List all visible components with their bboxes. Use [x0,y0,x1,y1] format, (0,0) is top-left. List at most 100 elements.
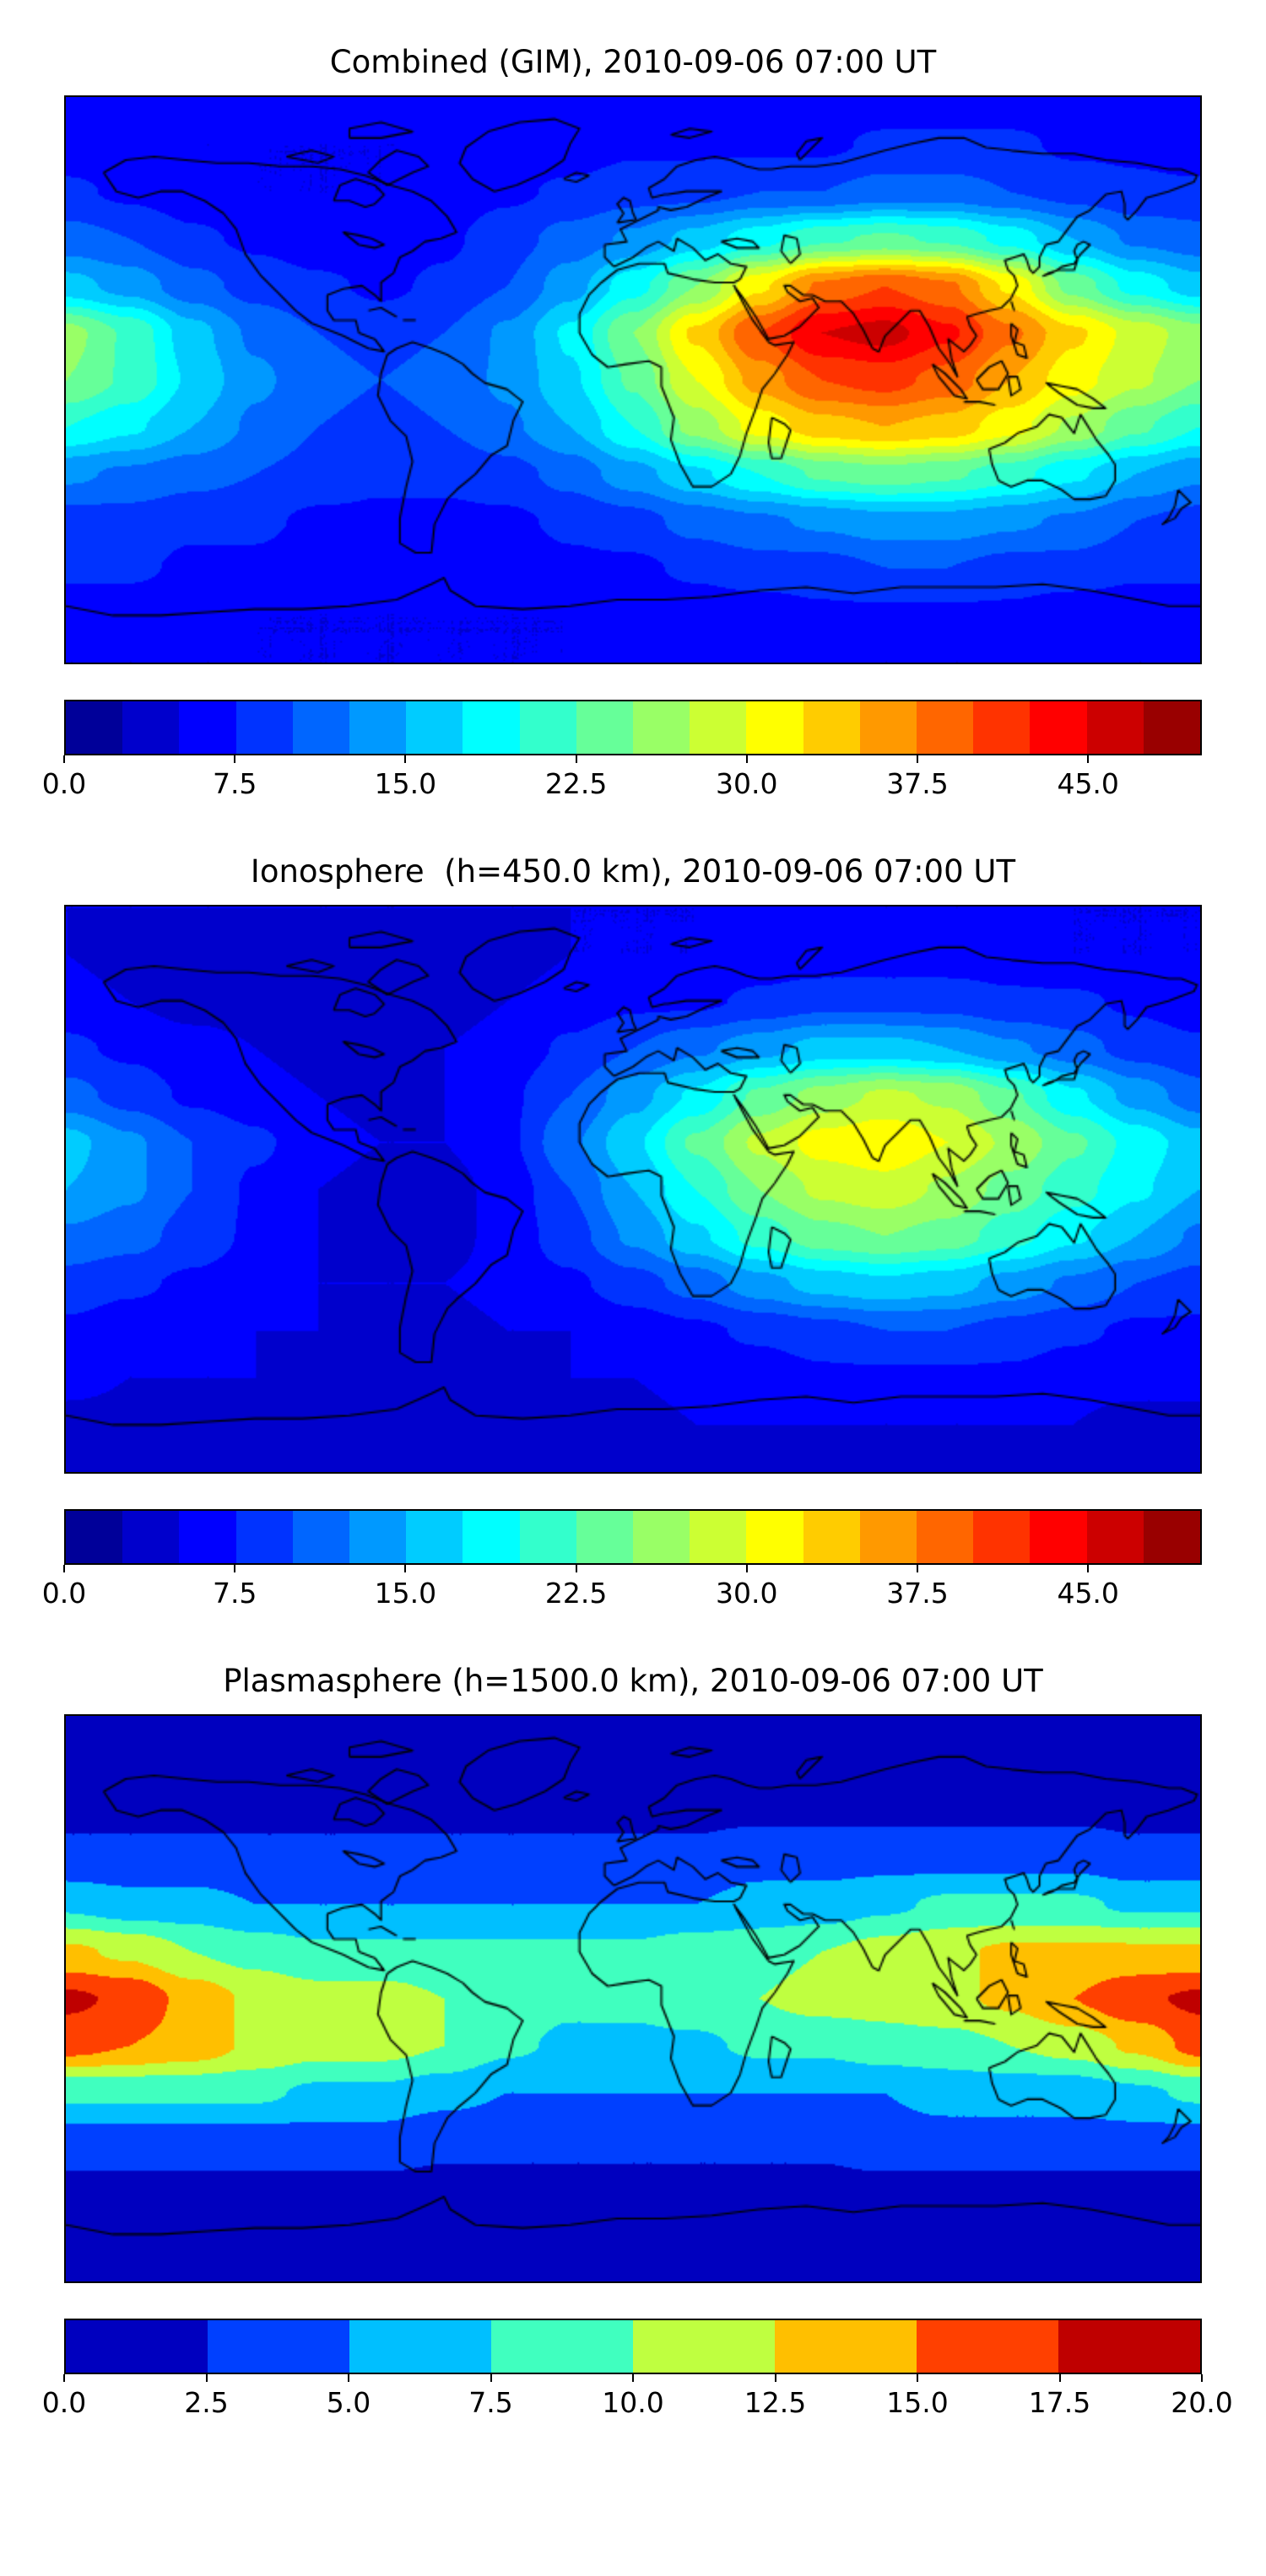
colorbar-tick [63,1565,65,1572]
colorbar-segment [122,1511,180,1563]
colorbar-segment [973,1511,1031,1563]
colorbar-ticks-ionosphere: 0.0 7.5 15.0 22.5 30.0 37.5 45.0 [42,1565,1202,1619]
colorbar-tick-label: 2.5 [184,2386,229,2419]
colorbar-segment [859,1511,917,1563]
colorbar-segment [633,1511,690,1563]
colorbar-tick [205,2374,208,2382]
colorbar-segment [463,1511,520,1563]
colorbar-tick-label: 30.0 [716,1577,778,1610]
colorbar-segment [917,701,974,754]
colorbar-segment [122,701,180,754]
colorbar-segment [775,2320,917,2373]
colorbar-segment [1086,701,1144,754]
colorbar-tick-label: 15.0 [374,1577,437,1610]
colorbar-segment [859,701,917,754]
figure-combined-gim: Combined (GIM), 2010-09-06 07:00 UT 0.0 7… [42,44,1202,809]
colorbar-tick [575,755,577,763]
colorbar-segment [66,1511,123,1563]
colorbar-ionosphere [64,1509,1202,1565]
colorbar-tick [234,1565,236,1572]
colorbar-tick-label: 12.5 [744,2386,807,2419]
colorbar-segment [1086,1511,1144,1563]
colorbar-tick [63,2374,65,2382]
colorbar-tick [404,1565,407,1572]
colorbar-tick [490,2374,492,2382]
colorbar-tick-label: 37.5 [886,1577,949,1610]
figure-plasmasphere: Plasmasphere (h=1500.0 km), 2010-09-06 0… [42,1663,1233,2428]
colorbar-segment [1143,1511,1201,1563]
colorbar-segment [463,701,520,754]
colorbar-segment [66,701,123,754]
colorbar-segment [633,2320,775,2373]
colorbar-segment [746,1511,803,1563]
colorbar-tick [1087,1565,1090,1572]
figure-title-plasmasphere: Plasmasphere (h=1500.0 km), 2010-09-06 0… [223,1663,1043,1699]
colorbar-tick [348,2374,349,2382]
figure-title-ionosphere: Ionosphere (h=450.0 km), 2010-09-06 07:0… [250,853,1016,890]
colorbar-segment [349,1511,407,1563]
colorbar-tick [745,755,748,763]
colorbar-segment [576,701,634,754]
colorbar-tick [745,1565,748,1572]
colorbar-segment [292,1511,350,1563]
world-map-ionosphere [64,905,1202,1474]
colorbar-plasmasphere [64,2319,1202,2374]
colorbar-tick [917,2374,918,2382]
colorbar-tick-label: 7.5 [212,767,257,800]
colorbar-segment [235,1511,293,1563]
colorbar-segment [179,1511,236,1563]
colorbar-segment [491,2320,633,2373]
colorbar-tick-label: 0.0 [41,767,87,800]
colorbar-segment [208,2320,349,2373]
colorbar-segment [803,1511,860,1563]
colorbar-segment [633,701,690,754]
colorbar-segment [917,2320,1058,2373]
colorbar-segment [179,701,236,754]
colorbar-segment [1143,701,1201,754]
colorbar-tick [1058,2374,1061,2382]
world-map-combined [64,95,1202,664]
colorbar-tick-label: 7.5 [468,2386,513,2419]
colorbar-tick-label: 30.0 [716,767,778,800]
colorbar-tick [63,755,65,763]
colorbar-tick-label: 45.0 [1057,1577,1119,1610]
colorbar-segment [349,2320,491,2373]
colorbar-segment [576,1511,634,1563]
figure-title-combined: Combined (GIM), 2010-09-06 07:00 UT [329,44,937,80]
colorbar-segment [917,1511,974,1563]
figure-ionosphere: Ionosphere (h=450.0 km), 2010-09-06 07:0… [42,853,1202,1619]
colorbar-tick [917,755,918,763]
colorbar-tick [234,755,236,763]
colorbar-ticks-plasmasphere: 0.0 2.5 5.0 7.5 10.0 12.5 15.0 17.5 20.0 [42,2374,1233,2428]
colorbar-tick-label: 17.5 [1028,2386,1091,2419]
colorbar-tick [774,2374,776,2382]
colorbar-tick-label: 22.5 [544,767,608,800]
colorbar-tick-label: 15.0 [886,2386,949,2419]
colorbar-ticks-combined: 0.0 7.5 15.0 22.5 30.0 37.5 45.0 [42,755,1202,809]
colorbar-segment [349,701,407,754]
colorbar-tick-label: 15.0 [374,767,437,800]
colorbar-tick-label: 5.0 [326,2386,371,2419]
colorbar-tick-label: 0.0 [41,1577,87,1610]
colorbar-segment [406,1511,463,1563]
colorbar-segment [519,1511,576,1563]
colorbar-segment [690,1511,747,1563]
colorbar-segment [1030,701,1087,754]
colorbar-tick [632,2374,634,2382]
colorbar-segment [235,701,293,754]
colorbar-tick [917,1565,918,1572]
colorbar-segment [746,701,803,754]
colorbar-tick [575,1565,577,1572]
colorbar-segment [803,701,860,754]
colorbar-tick [404,755,407,763]
figure-page: Combined (GIM), 2010-09-06 07:00 UT 0.0 7… [0,44,1266,2428]
colorbar-tick-label: 10.0 [602,2386,664,2419]
colorbar-segment [66,2320,208,2373]
colorbar-segment [406,701,463,754]
colorbar-segment [519,701,576,754]
colorbar-tick-label: 45.0 [1057,767,1119,800]
colorbar-segment [292,701,350,754]
colorbar-segment [1058,2320,1200,2373]
colorbar-tick-label: 37.5 [886,767,949,800]
colorbar-segment [973,701,1031,754]
